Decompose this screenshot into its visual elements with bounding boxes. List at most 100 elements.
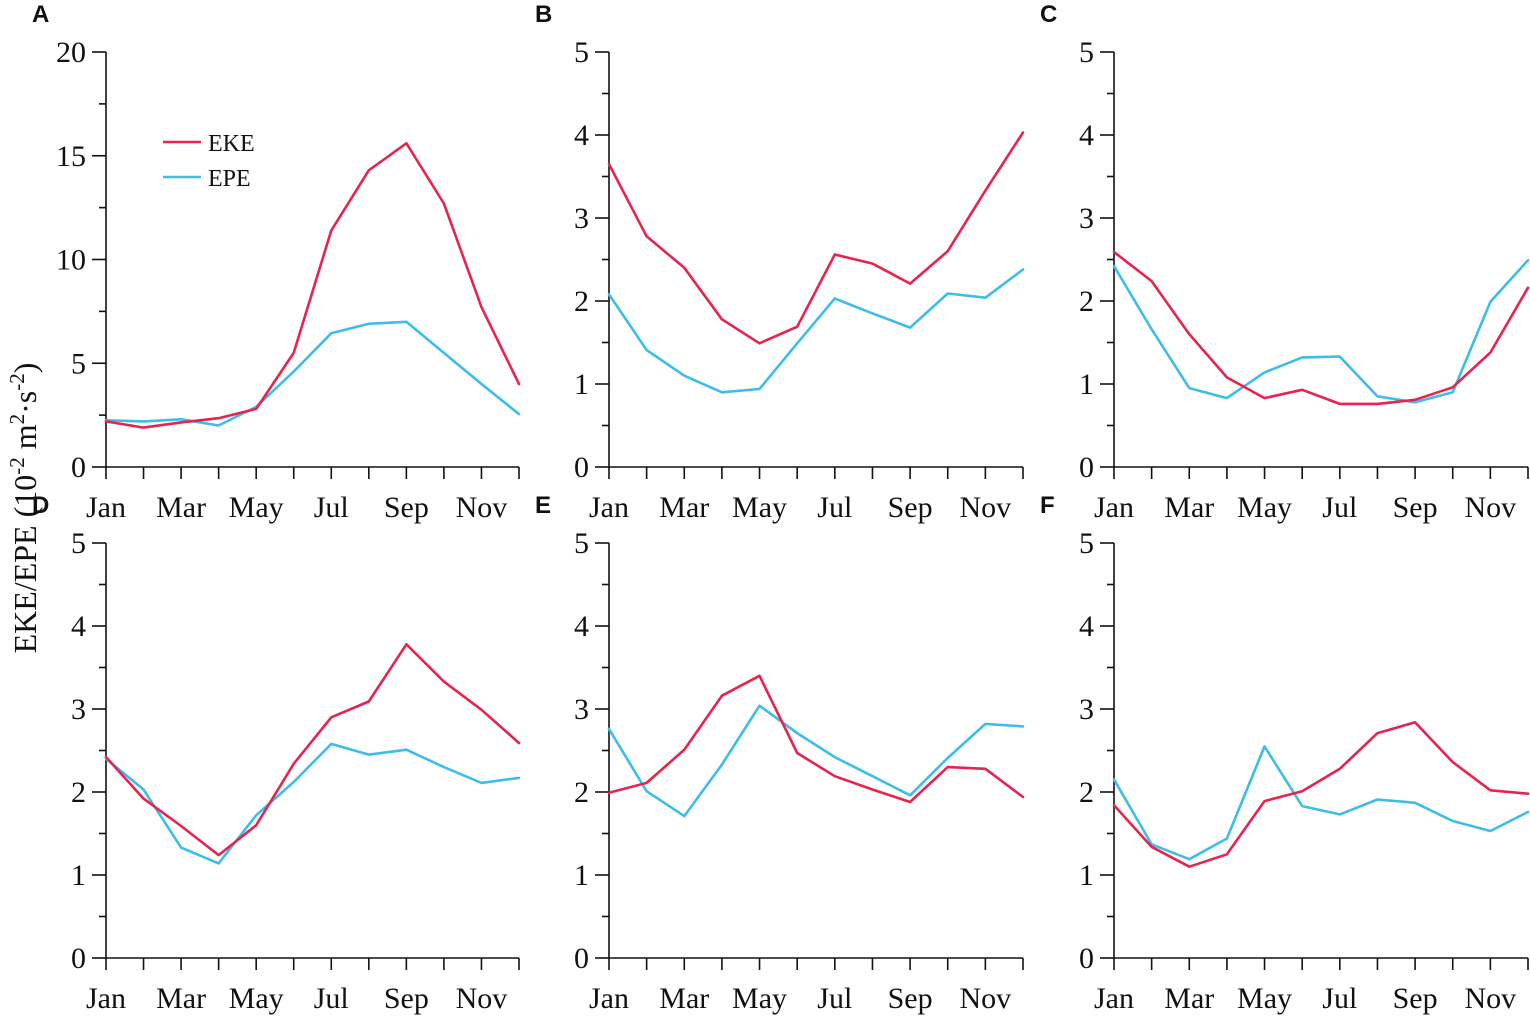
panel-b-x-tick-label: May <box>732 491 787 524</box>
panel-e-y-tick-label: 5 <box>574 527 589 560</box>
panel-d-x-tick-label: Nov <box>456 982 508 1015</box>
panel-b-y-tick-label: 4 <box>574 119 589 152</box>
panel-e-x-tick-label: Jul <box>817 982 852 1015</box>
panel-c-letter: C <box>1040 1 1057 28</box>
panel-b-x-tick-label: Sep <box>888 491 933 524</box>
y-axis-label-mid: m <box>7 424 43 457</box>
panel-d-x-tick-label: Sep <box>384 982 429 1015</box>
panel-c-epe-line <box>1112 258 1530 404</box>
panel-a-x-tick-label: May <box>229 491 284 524</box>
panel-c-x-tick-label: Sep <box>1393 491 1438 524</box>
panel-c-y-tick-label: 5 <box>1079 36 1094 69</box>
panel-c-y-tick-label: 4 <box>1079 119 1094 152</box>
panel-d-y-tick-label: 3 <box>71 693 86 726</box>
panel-e-eke-line <box>607 674 1025 804</box>
panel-a-y-tick-label: 0 <box>71 451 86 484</box>
panel-b-letter: B <box>535 1 552 28</box>
panel-f-y-tick-label: 5 <box>1079 527 1094 560</box>
panel-d-y-tick-label: 1 <box>71 859 86 892</box>
panel-b-x-tick-label: Nov <box>960 491 1012 524</box>
panel-b-x-tick-label: Jan <box>589 491 629 524</box>
panel-d-x-tick-label: May <box>229 982 284 1015</box>
panel-a-x-tick-label: Sep <box>384 491 429 524</box>
panel-d-x-tick-label: Jan <box>86 982 126 1015</box>
panel-c-x-tick-label: May <box>1237 491 1292 524</box>
panel-d-x-tick-label: Mar <box>156 982 206 1015</box>
panel-d-y-tick-label: 0 <box>71 942 86 975</box>
panel-f-y-tick-label: 0 <box>1079 942 1094 975</box>
panel-d-eke-line <box>104 642 521 857</box>
panel-f-y-tick-label: 1 <box>1079 859 1094 892</box>
panel-b-y-tick-label: 1 <box>574 368 589 401</box>
panel-e-x-tick-label: Sep <box>888 982 933 1015</box>
y-axis-label-exp1: -2 <box>5 457 29 475</box>
panel-f-x-tick-label: Sep <box>1393 982 1438 1015</box>
panel-f-epe-line <box>1112 745 1530 861</box>
panel-c-y-tick-label: 0 <box>1079 451 1094 484</box>
panel-b-x-tick-label: Mar <box>659 491 709 524</box>
panel-d-y-tick-label: 5 <box>71 527 86 560</box>
panel-f-x-tick-label: Mar <box>1164 982 1214 1015</box>
panel-e-y-tick-label: 0 <box>574 942 589 975</box>
y-axis-label-main: EKE/EPE (10 <box>7 475 43 654</box>
panel-f-letter: F <box>1040 492 1055 519</box>
panel-c-y-tick-label: 2 <box>1079 285 1094 318</box>
panel-c-x-tick-label: Jan <box>1094 491 1134 524</box>
panel-e-x-tick-label: Nov <box>960 982 1012 1015</box>
panel-f-y-tick-label: 4 <box>1079 610 1094 643</box>
panel-b-y-tick-label: 0 <box>574 451 589 484</box>
panel-f-x-tick-label: Nov <box>1465 982 1517 1015</box>
panel-c-x-tick-label: Nov <box>1465 491 1517 524</box>
panel-b-x-tick-label: Jul <box>817 491 852 524</box>
panel-e-epe-line <box>607 704 1025 818</box>
panel-b-y-tick-label: 5 <box>574 36 589 69</box>
panel-d-letter: D <box>32 492 49 519</box>
panel-c: C 0 1 2 3 4 5 Jan Mar May Jul Sep Nov <box>1040 1 1530 524</box>
y-axis-label-exp2: 2 <box>5 414 29 425</box>
panel-d-epe-line <box>104 742 521 865</box>
panel-c-y-tick-label: 3 <box>1079 202 1094 235</box>
legend-eke-label: EKE <box>208 131 255 157</box>
panel-a-y-tick-label: 15 <box>56 140 86 173</box>
panel-c-x-tick-label: Jul <box>1322 491 1357 524</box>
panel-f-x-tick-label: May <box>1237 982 1292 1015</box>
panel-f-y-tick-label: 3 <box>1079 693 1094 726</box>
panel-f-x-tick-label: Jan <box>1094 982 1134 1015</box>
panel-e-x-tick-label: Mar <box>659 982 709 1015</box>
panel-b: B 0 1 2 3 4 5 Jan Mar May Jul Sep Nov <box>535 1 1025 524</box>
y-axis-label-mid2: ·s <box>7 391 43 414</box>
panel-a-y-tick-label: 5 <box>71 347 86 380</box>
panel-b-eke-line <box>607 131 1025 345</box>
panel-e-y-tick-label: 4 <box>574 610 589 643</box>
panel-e-letter: E <box>535 492 551 519</box>
panel-f-y-tick-label: 2 <box>1079 776 1094 809</box>
panel-d-y-tick-label: 4 <box>71 610 86 643</box>
panel-f-eke-line <box>1112 720 1530 869</box>
panel-a-letter: A <box>32 1 49 28</box>
panel-a: A 0 5 10 15 20 Jan Mar May Jul Sep Nov <box>32 1 521 524</box>
panel-e-y-tick-label: 1 <box>574 859 589 892</box>
panel-d-y-tick-label: 2 <box>71 776 86 809</box>
panel-a-y-tick-label: 10 <box>56 244 86 277</box>
panel-c-y-tick-label: 1 <box>1079 368 1094 401</box>
y-axis-label: EKE/EPE (10-2 m2·s-2) <box>5 363 43 654</box>
panel-b-y-tick-label: 3 <box>574 202 589 235</box>
y-axis-label-tail: ) <box>7 363 43 374</box>
panel-e-y-tick-label: 2 <box>574 776 589 809</box>
panel-b-epe-line <box>607 268 1025 394</box>
panel-a-epe-line <box>104 320 521 427</box>
panel-e-x-tick-label: Jan <box>589 982 629 1015</box>
panel-f-x-tick-label: Jul <box>1322 982 1357 1015</box>
panel-c-x-tick-label: Mar <box>1164 491 1214 524</box>
panel-a-y-tick-label: 20 <box>56 36 86 69</box>
panel-a-x-tick-label: Jan <box>86 491 126 524</box>
panel-a-x-tick-label: Nov <box>456 491 508 524</box>
panel-e-x-tick-label: May <box>732 982 787 1015</box>
legend-epe-label: EPE <box>208 166 251 192</box>
panel-e-y-tick-label: 3 <box>574 693 589 726</box>
